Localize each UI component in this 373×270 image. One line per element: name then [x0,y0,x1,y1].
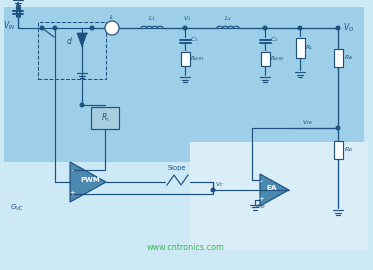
Circle shape [336,26,340,30]
Bar [190,142,368,250]
Polygon shape [260,174,289,206]
Text: -: - [260,177,263,186]
Text: $V_1$: $V_1$ [183,15,192,23]
Text: PWM: PWM [80,177,100,183]
Polygon shape [77,33,87,47]
Text: $V_C$: $V_C$ [215,181,224,190]
Circle shape [183,26,187,30]
Text: -: - [70,167,73,176]
Bar [295,38,304,58]
Text: $R_{ESR1}$: $R_{ESR1}$ [190,55,205,63]
Text: +: + [258,196,264,202]
Text: $V_{IN}$: $V_{IN}$ [3,20,16,32]
Text: $R_{ESR2}$: $R_{ESR2}$ [270,55,285,63]
Bar [38,22,106,79]
Circle shape [90,26,94,30]
Circle shape [80,103,84,107]
Text: $C_2$: $C_2$ [270,36,279,45]
Bar [4,7,364,162]
Circle shape [336,126,340,130]
Text: $d$: $d$ [66,35,73,46]
Text: Slope: Slope [168,165,186,171]
Circle shape [53,26,57,30]
Text: $R_B$: $R_B$ [344,146,353,154]
Bar [333,49,342,67]
Text: www.cntronics.com: www.cntronics.com [147,244,225,252]
Text: $C_1$: $C_1$ [190,36,199,45]
Text: $V_{REF}$: $V_{REF}$ [254,202,266,211]
Text: $R_i$: $R_i$ [101,112,109,124]
Text: EA: EA [267,185,277,191]
Text: $L_2$: $L_2$ [224,15,232,23]
Circle shape [40,26,44,30]
Text: $I_L$: $I_L$ [109,14,115,22]
Circle shape [263,26,267,30]
Text: $R_A$: $R_A$ [344,53,353,62]
Bar [333,141,342,159]
Circle shape [105,21,119,35]
Bar [260,52,270,66]
Text: +: + [69,190,75,196]
Text: $V_{FB}$: $V_{FB}$ [302,119,313,127]
Text: $L_1$: $L_1$ [148,15,156,23]
Text: $V_O$: $V_O$ [343,22,354,34]
Text: $G_{VC}$: $G_{VC}$ [10,203,24,213]
Bar [181,52,189,66]
Circle shape [211,188,215,192]
Text: $R_L$: $R_L$ [305,43,314,52]
Bar [91,107,119,129]
Circle shape [298,26,302,30]
Polygon shape [70,162,106,202]
